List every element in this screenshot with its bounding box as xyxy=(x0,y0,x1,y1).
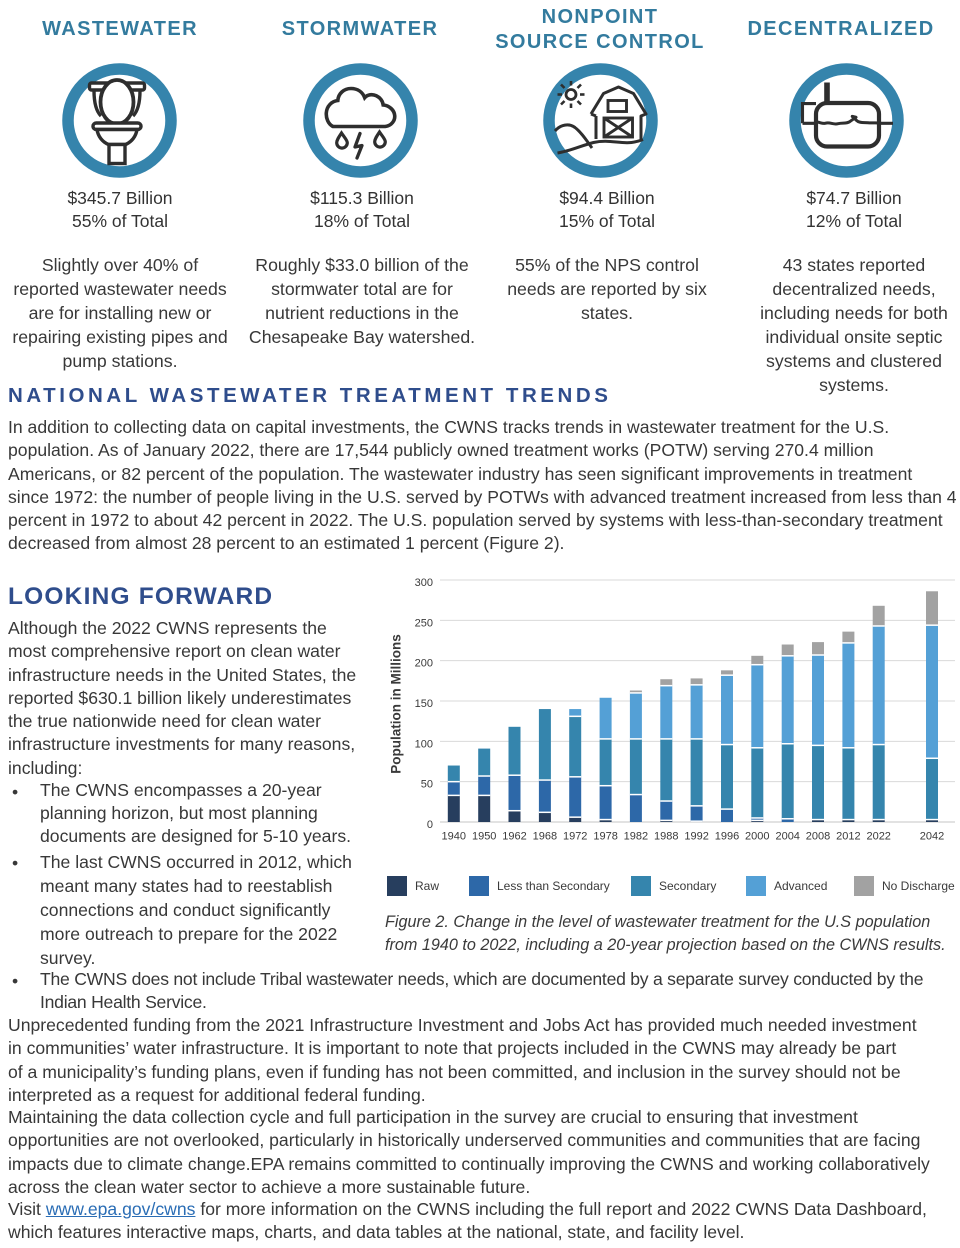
svg-text:1988: 1988 xyxy=(654,831,678,843)
svg-text:Secondary: Secondary xyxy=(659,879,716,893)
svg-text:Advanced: Advanced xyxy=(774,879,827,893)
svg-text:1992: 1992 xyxy=(684,831,708,843)
svg-text:Raw: Raw xyxy=(415,879,439,893)
svg-text:2000: 2000 xyxy=(745,831,769,843)
svg-text:Population in Millions: Population in Millions xyxy=(389,634,404,774)
svg-text:0: 0 xyxy=(427,819,433,831)
svg-text:2008: 2008 xyxy=(806,831,830,843)
svg-text:2022: 2022 xyxy=(866,831,890,843)
svg-text:150: 150 xyxy=(415,698,433,710)
svg-text:2012: 2012 xyxy=(836,831,860,843)
svg-text:1996: 1996 xyxy=(715,831,739,843)
svg-text:2004: 2004 xyxy=(775,831,799,843)
svg-text:Less than Secondary: Less than Secondary xyxy=(497,879,610,893)
svg-text:300: 300 xyxy=(415,577,433,589)
svg-text:2042: 2042 xyxy=(920,831,944,843)
svg-text:No Discharge: No Discharge xyxy=(882,879,955,893)
svg-text:1962: 1962 xyxy=(502,831,526,843)
svg-text:1978: 1978 xyxy=(593,831,617,843)
svg-text:200: 200 xyxy=(415,658,433,670)
svg-text:1972: 1972 xyxy=(563,831,587,843)
svg-text:100: 100 xyxy=(415,738,433,750)
svg-text:50: 50 xyxy=(421,779,433,791)
svg-text:1982: 1982 xyxy=(624,831,648,843)
svg-text:1968: 1968 xyxy=(533,831,557,843)
svg-text:250: 250 xyxy=(415,617,433,629)
svg-text:1950: 1950 xyxy=(472,831,496,843)
svg-text:1940: 1940 xyxy=(442,831,466,843)
